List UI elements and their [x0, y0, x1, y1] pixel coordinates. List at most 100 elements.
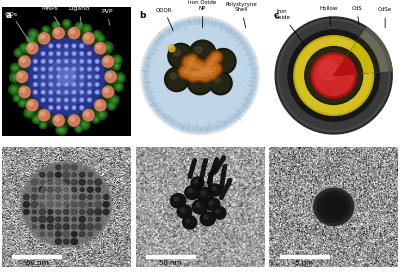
Circle shape: [49, 59, 53, 64]
Circle shape: [65, 45, 67, 47]
Circle shape: [80, 67, 84, 71]
Circle shape: [103, 202, 109, 207]
Circle shape: [48, 187, 53, 192]
Circle shape: [58, 76, 60, 78]
Circle shape: [197, 188, 213, 202]
Circle shape: [95, 209, 102, 215]
Circle shape: [53, 28, 64, 39]
Circle shape: [65, 76, 67, 78]
Circle shape: [96, 45, 101, 49]
Circle shape: [99, 112, 105, 117]
Circle shape: [40, 180, 45, 184]
Circle shape: [68, 115, 80, 126]
Circle shape: [296, 38, 372, 113]
Circle shape: [305, 46, 363, 104]
Text: Iron
Oxide: Iron Oxide: [274, 9, 304, 44]
Circle shape: [39, 121, 47, 128]
Circle shape: [96, 68, 98, 70]
Circle shape: [39, 209, 46, 215]
Circle shape: [73, 53, 75, 55]
Circle shape: [58, 45, 60, 47]
Circle shape: [40, 111, 45, 116]
Circle shape: [177, 205, 192, 218]
Circle shape: [63, 224, 69, 230]
Circle shape: [16, 50, 21, 55]
Circle shape: [80, 106, 84, 110]
Circle shape: [87, 90, 92, 94]
Circle shape: [32, 114, 41, 124]
Circle shape: [48, 210, 53, 214]
Circle shape: [58, 53, 60, 55]
Text: b: b: [140, 11, 146, 20]
Circle shape: [81, 53, 83, 55]
Circle shape: [83, 123, 86, 126]
Circle shape: [54, 23, 58, 27]
Circle shape: [209, 184, 222, 196]
Circle shape: [88, 53, 90, 55]
Circle shape: [54, 28, 65, 39]
Circle shape: [59, 128, 61, 131]
Circle shape: [73, 45, 75, 47]
Circle shape: [78, 128, 80, 130]
Circle shape: [72, 195, 76, 199]
Circle shape: [212, 187, 216, 190]
Circle shape: [42, 60, 44, 62]
Circle shape: [72, 173, 76, 177]
Circle shape: [169, 45, 172, 48]
Circle shape: [15, 96, 19, 100]
Circle shape: [143, 18, 257, 133]
Circle shape: [103, 56, 114, 68]
Circle shape: [57, 68, 75, 86]
Circle shape: [18, 73, 22, 77]
Circle shape: [314, 56, 354, 95]
Circle shape: [40, 232, 44, 236]
Circle shape: [64, 239, 69, 244]
Circle shape: [95, 201, 102, 207]
Wedge shape: [334, 57, 356, 76]
Circle shape: [40, 195, 44, 199]
Circle shape: [170, 73, 176, 79]
Circle shape: [80, 44, 84, 48]
Circle shape: [73, 91, 75, 93]
Circle shape: [72, 232, 77, 237]
Circle shape: [34, 91, 36, 93]
Circle shape: [83, 33, 95, 45]
Circle shape: [200, 212, 215, 226]
Circle shape: [42, 53, 44, 55]
Circle shape: [41, 98, 45, 102]
Circle shape: [88, 195, 93, 199]
Circle shape: [87, 82, 92, 87]
Circle shape: [95, 75, 99, 79]
Text: a: a: [6, 11, 12, 20]
Circle shape: [35, 118, 38, 120]
Circle shape: [64, 106, 68, 110]
Circle shape: [39, 33, 50, 45]
Circle shape: [83, 110, 95, 121]
Circle shape: [64, 21, 69, 26]
Circle shape: [27, 43, 38, 54]
Circle shape: [26, 110, 32, 116]
Circle shape: [56, 202, 61, 207]
Circle shape: [28, 101, 33, 106]
Circle shape: [107, 73, 111, 77]
Circle shape: [64, 195, 69, 199]
Circle shape: [317, 191, 350, 222]
Circle shape: [9, 84, 19, 95]
Circle shape: [20, 31, 112, 123]
Circle shape: [72, 75, 76, 79]
Circle shape: [209, 201, 213, 205]
Circle shape: [55, 24, 57, 26]
Circle shape: [21, 58, 25, 62]
Circle shape: [170, 46, 191, 67]
Circle shape: [88, 60, 90, 62]
Circle shape: [106, 46, 109, 49]
Circle shape: [96, 217, 100, 221]
Circle shape: [32, 194, 37, 200]
Circle shape: [34, 76, 36, 78]
Circle shape: [41, 90, 45, 94]
Circle shape: [28, 39, 104, 115]
Circle shape: [41, 67, 45, 71]
Circle shape: [63, 231, 70, 237]
Circle shape: [56, 195, 61, 199]
Circle shape: [76, 126, 81, 131]
